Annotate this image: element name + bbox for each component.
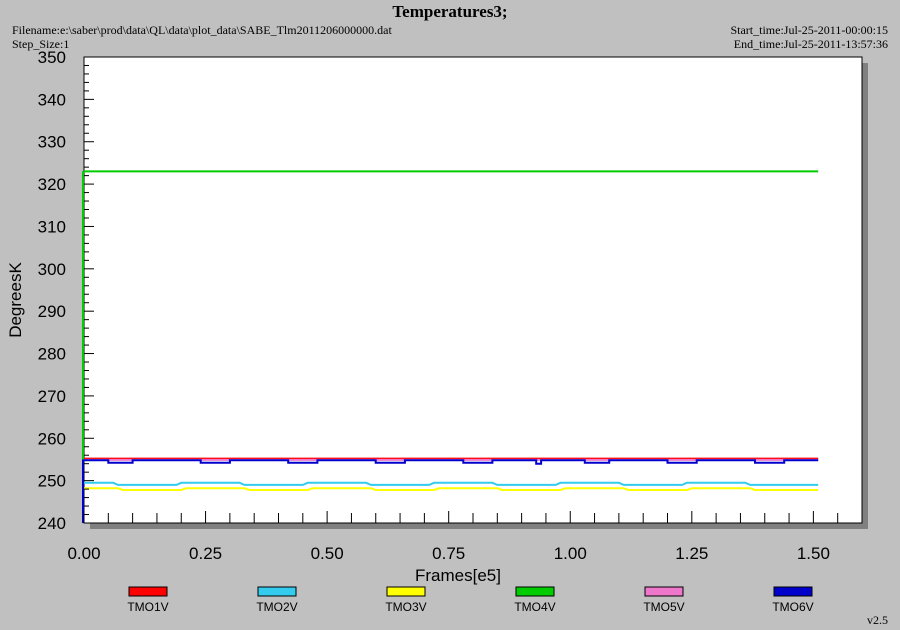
x-tick-label: 1.50 [797, 544, 830, 563]
y-tick-label: 290 [38, 302, 66, 321]
legend-label-tmo4v: TMO4V [514, 600, 555, 614]
x-tick-label: 0.00 [67, 544, 100, 563]
x-axis-title: Frames[e5] [415, 566, 501, 585]
x-axis: 0.00 0.25 0.50 0.75 1.00 1.25 1.50 [67, 511, 863, 563]
y-tick-label: 350 [38, 48, 66, 67]
y-tick-label: 310 [38, 217, 66, 236]
file-info: Filename:e:\saber\prod\data\QL\data\plot… [12, 23, 392, 51]
series-line-tmo3v [84, 487, 819, 491]
x-tick-label: 0.25 [189, 544, 222, 563]
series-layer [82, 170, 819, 523]
y-axis-title: DegreesK [6, 262, 25, 338]
x-tick-label: 0.75 [432, 544, 465, 563]
series-line-tmo2v [84, 481, 819, 486]
legend-label-tmo2v: TMO2V [256, 600, 297, 614]
y-tick-label: 300 [38, 260, 66, 279]
y-tick-label: 340 [38, 90, 66, 109]
plot-area [83, 56, 863, 524]
legend-label-tmo3v: TMO3V [385, 600, 426, 614]
start-time-text: Start_time:Jul-25-2011-00:00:15 [730, 23, 888, 37]
y-tick-label: 250 [38, 472, 66, 491]
legend-label-tmo1v: TMO1V [127, 600, 168, 614]
legend-label-tmo5v: TMO5V [643, 600, 684, 614]
y-tick-label: 320 [38, 175, 66, 194]
end-time-text: End_time:Jul-25-2011-13:57:36 [733, 37, 888, 51]
legend-label-tmo6v: TMO6V [772, 600, 813, 614]
x-tick-label: 1.00 [554, 544, 587, 563]
chart-title: Temperatures3; [392, 2, 508, 21]
legend-swatch-tmo6v [773, 586, 813, 597]
y-tick-label: 240 [38, 514, 66, 533]
legend: TMO1V TMO2V TMO3V TMO4V TMO5V TMO6V [127, 586, 814, 614]
series-line-tmo6v [84, 459, 819, 465]
y-tick-label: 270 [38, 387, 66, 406]
y-axis: 240 250 260 270 280 290 300 310 320 330 340 350 [38, 48, 94, 533]
x-tick-label: 1.25 [675, 544, 708, 563]
time-info: Start_time:Jul-25-2011-00:00:15 End_time… [730, 23, 888, 51]
x-tick-label: 0.50 [311, 544, 344, 563]
legend-swatch-tmo5v [644, 586, 684, 597]
y-tick-label: 330 [38, 133, 66, 152]
legend-swatch-tmo3v [386, 586, 426, 597]
y-tick-label: 260 [38, 429, 66, 448]
legend-swatch-tmo1v [128, 586, 168, 597]
legend-swatch-tmo2v [257, 586, 297, 597]
filename-text: Filename:e:\saber\prod\data\QL\data\plot… [12, 23, 392, 37]
version-label: v2.5 [867, 613, 888, 627]
y-tick-label: 280 [38, 345, 66, 364]
step-size-text: Step_Size:1 [12, 37, 70, 51]
legend-swatch-tmo4v [515, 586, 555, 597]
